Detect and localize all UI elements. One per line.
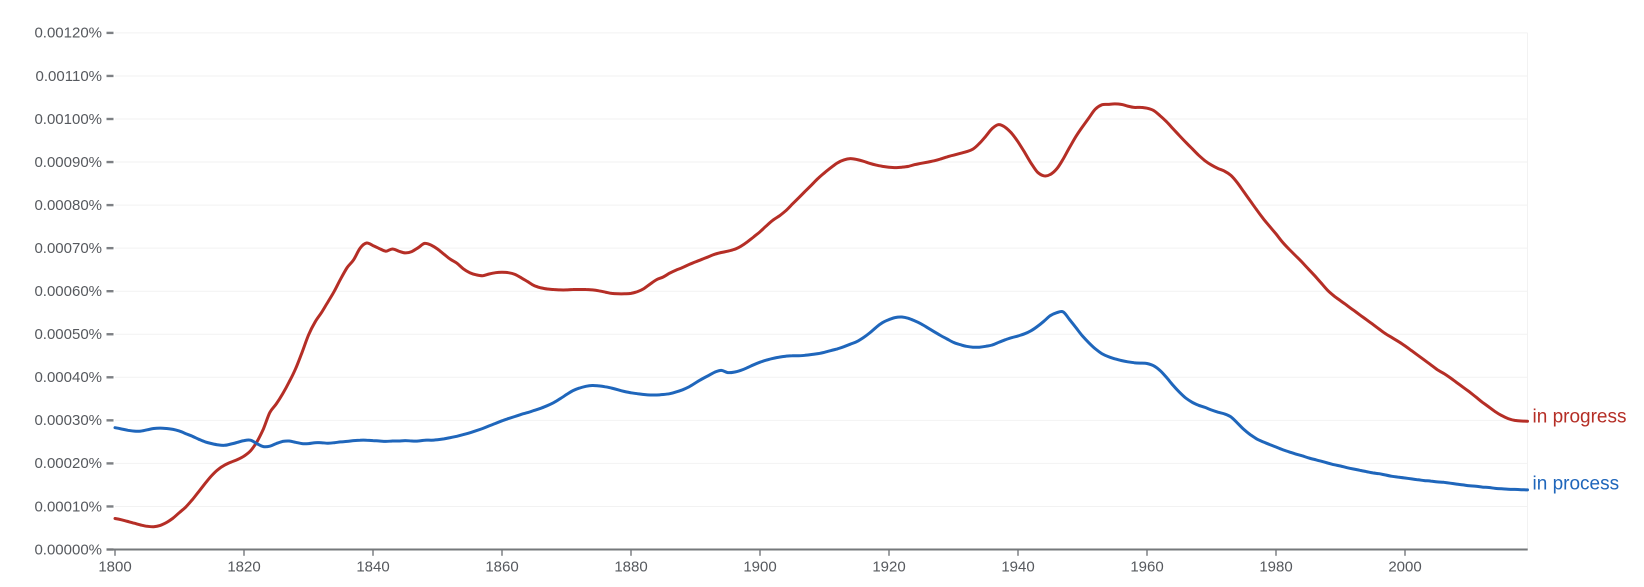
svg-text:0.00050%: 0.00050% xyxy=(34,326,102,343)
svg-text:in progress: in progress xyxy=(1533,406,1627,427)
svg-text:0.00070%: 0.00070% xyxy=(34,240,102,257)
svg-text:0.00090%: 0.00090% xyxy=(34,154,102,171)
svg-text:1900: 1900 xyxy=(743,559,776,576)
svg-text:0.00000%: 0.00000% xyxy=(34,541,102,558)
svg-text:1960: 1960 xyxy=(1130,559,1163,576)
svg-text:1820: 1820 xyxy=(227,559,260,576)
svg-text:1860: 1860 xyxy=(485,559,518,576)
svg-text:0.00100%: 0.00100% xyxy=(34,111,102,128)
svg-text:0.00120%: 0.00120% xyxy=(34,25,102,42)
svg-text:0.00040%: 0.00040% xyxy=(34,369,102,386)
svg-text:1880: 1880 xyxy=(614,559,647,576)
svg-text:2000: 2000 xyxy=(1388,559,1421,576)
svg-text:0.00010%: 0.00010% xyxy=(34,498,102,515)
svg-text:0.00030%: 0.00030% xyxy=(34,412,102,429)
svg-text:0.00060%: 0.00060% xyxy=(34,283,102,300)
svg-text:1920: 1920 xyxy=(872,559,905,576)
svg-text:0.00020%: 0.00020% xyxy=(34,455,102,472)
svg-text:in process: in process xyxy=(1533,473,1620,494)
svg-text:0.00080%: 0.00080% xyxy=(34,197,102,214)
svg-text:1840: 1840 xyxy=(356,559,389,576)
svg-text:1800: 1800 xyxy=(98,559,131,576)
svg-text:0.00110%: 0.00110% xyxy=(36,68,102,85)
svg-text:1980: 1980 xyxy=(1259,559,1292,576)
svg-text:1940: 1940 xyxy=(1001,559,1034,576)
